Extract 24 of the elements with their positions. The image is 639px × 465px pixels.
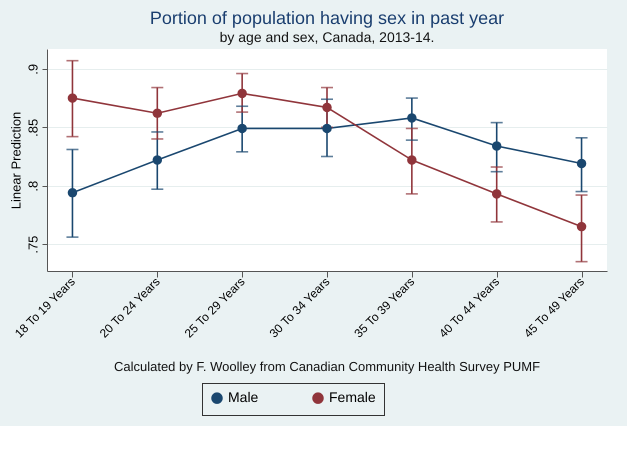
point	[322, 102, 332, 112]
point	[407, 113, 417, 123]
y-tick-label: .9	[26, 64, 40, 75]
y-tick-label: .8	[26, 180, 40, 192]
point	[68, 188, 78, 198]
point	[492, 189, 502, 199]
point	[237, 88, 247, 98]
y-tick-label: .85	[26, 118, 40, 137]
chart-title: Portion of population having sex in past year	[150, 8, 504, 28]
y-axis-title: Linear Prediction	[8, 112, 24, 210]
chart-subtitle: by age and sex, Canada, 2013-14.	[220, 29, 434, 45]
point	[237, 124, 247, 134]
point	[576, 158, 586, 168]
point	[576, 222, 586, 232]
point	[492, 141, 502, 151]
point	[322, 124, 332, 134]
point	[152, 155, 162, 165]
point	[407, 155, 417, 165]
y-tick-label: .75	[26, 236, 40, 254]
legend-label: Female	[329, 389, 376, 406]
point	[68, 93, 78, 103]
legend-label: Male	[228, 389, 259, 406]
point	[152, 108, 162, 118]
text: Calculated by F. Woolley from Canadian Community Health Survey PUMF	[114, 359, 540, 374]
